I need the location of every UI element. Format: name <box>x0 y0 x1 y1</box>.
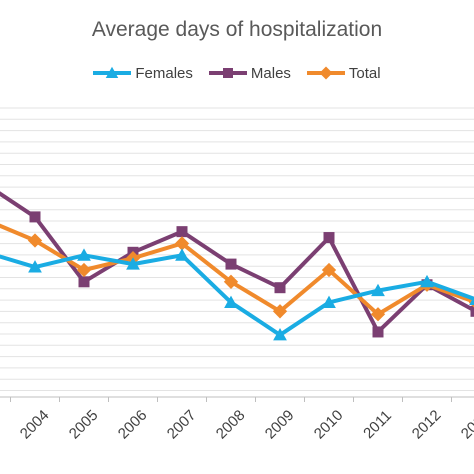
x-tick-label: 2003 <box>0 407 3 443</box>
legend-swatch <box>208 68 247 78</box>
data-point <box>224 295 238 308</box>
legend-label: Total <box>348 64 381 82</box>
legend-swatch <box>93 66 132 78</box>
data-point <box>469 296 474 305</box>
data-point <box>470 305 474 317</box>
x-tick-label: 2012 <box>409 407 445 443</box>
data-point <box>174 236 190 251</box>
chart-title: Average days of hospitalization <box>91 18 383 41</box>
legend-item-females: Females <box>93 64 193 82</box>
data-point <box>274 282 286 294</box>
data-point <box>225 258 237 270</box>
data-point <box>223 274 239 289</box>
x-tick-label: 2004 <box>17 407 53 443</box>
legend-swatch <box>306 66 345 80</box>
data-point <box>420 274 434 288</box>
x-tick-label: 2006 <box>115 407 151 443</box>
legend-label: Males <box>250 64 291 82</box>
series-layer <box>0 191 474 341</box>
x-tick-label: 2008 <box>213 407 249 443</box>
data-point <box>28 260 42 273</box>
data-point <box>321 262 337 278</box>
data-point <box>175 248 189 261</box>
legend: Females Males Total <box>0 64 474 82</box>
x-tick-label: 2007 <box>164 407 200 443</box>
data-point <box>27 233 43 248</box>
legend-item-total: Total <box>306 64 381 82</box>
data-point <box>323 232 335 244</box>
data-point <box>370 307 386 322</box>
x-tick-label: 2009 <box>262 407 298 443</box>
data-point <box>126 257 140 270</box>
legend-label: Females <box>135 64 193 82</box>
x-axis: 2003 2004 2005 2006 2007 2008 2009 2010 2011 2012… <box>0 396 474 443</box>
data-point <box>76 262 92 278</box>
x-tick-label: 2011 <box>360 407 395 442</box>
x-tick-label: 2005 <box>66 407 102 443</box>
series-females <box>0 248 474 341</box>
data-point <box>272 304 288 319</box>
x-tick-label: 2010 <box>311 407 347 443</box>
legend-item-males: Males <box>208 64 291 82</box>
data-point <box>176 226 188 238</box>
data-point <box>29 211 41 223</box>
data-point <box>371 283 385 297</box>
data-point <box>78 276 90 288</box>
data-point <box>273 328 287 341</box>
x-tick-label: 2013 <box>458 407 474 443</box>
data-point <box>372 326 384 338</box>
data-point <box>322 295 336 308</box>
gridlines <box>0 107 474 391</box>
data-point <box>77 248 91 261</box>
